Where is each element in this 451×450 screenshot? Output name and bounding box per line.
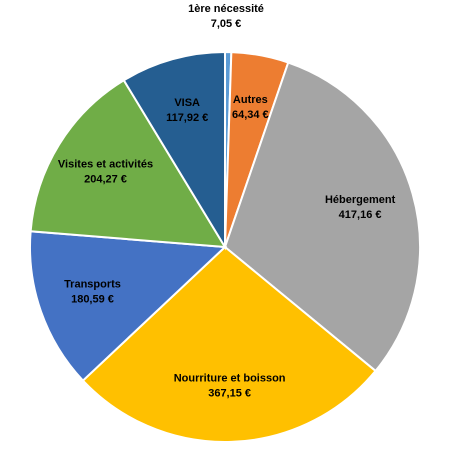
slice-value-visa: 117,92 € (166, 112, 208, 124)
slice-value-autres: 64,34 € (232, 109, 269, 121)
data-label-transports: Transports 180,59 € (64, 278, 121, 305)
data-label-autres: Autres 64,34 € (232, 94, 269, 121)
pie-slice-visa (122, 50, 226, 251)
data-label-1ere-necessite: 1ère nécessité 7,05 € (188, 3, 264, 30)
slice-name-autres: Autres (233, 94, 268, 106)
slice-name-1ere-necessite: 1ère nécessité (188, 3, 264, 15)
data-label-visites-et-activites: Visites et activités 204,27 € (58, 158, 153, 185)
slices-group (29, 50, 421, 443)
slice-name-nourriture-et-boisson: Nourriture et boisson (174, 372, 286, 384)
slice-name-hebergement: Hébergement (325, 194, 396, 206)
slice-value-visites-et-activites: 204,27 € (84, 173, 127, 185)
pie-slice-transports (29, 230, 228, 382)
slice-value-transports: 180,59 € (71, 293, 114, 305)
slice-value-nourriture-et-boisson: 367,15 € (208, 387, 251, 399)
pie-slice-nourriture-et-boisson (81, 245, 377, 443)
pie-slice-visites-et-activites (29, 78, 227, 249)
slice-name-transports: Transports (64, 278, 121, 290)
data-label-hebergement: Hébergement 417,16 € (325, 194, 396, 221)
labels-group: 1ère nécessité 7,05 € Autres 64,34 € Héberge… (58, 3, 396, 399)
slice-name-visites-et-activites: Visites et activités (58, 158, 153, 170)
data-label-nourriture-et-boisson: Nourriture et boisson 367,15 € (174, 372, 286, 399)
slice-value-hebergement: 417,16 € (339, 209, 382, 221)
slice-name-visa: VISA (174, 97, 200, 109)
data-label-visa: VISA 117,92 € (166, 97, 208, 124)
slice-value-1ere-necessite: 7,05 € (211, 18, 242, 30)
pie-slice-hebergement (223, 61, 421, 373)
